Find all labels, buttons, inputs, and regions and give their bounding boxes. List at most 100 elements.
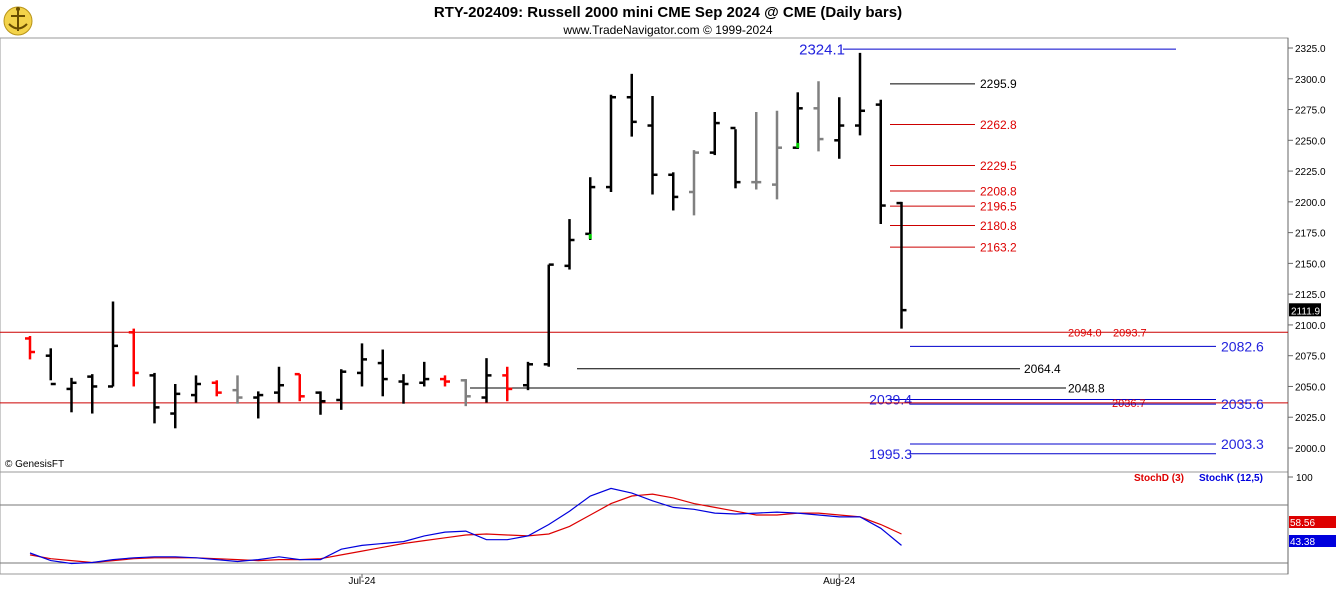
level-label-2093.7: 2093.7 (1113, 328, 1147, 340)
ohlc-bar (336, 369, 347, 410)
ohlc-bar (87, 374, 98, 414)
level-label-2163.2: 2163.2 (980, 240, 1017, 254)
level-label-2295.9: 2295.9 (980, 77, 1017, 91)
chart-title: RTY-202409: Russell 2000 mini CME Sep 20… (434, 4, 902, 21)
stochK-value-box (1289, 535, 1336, 547)
last-price-label: 2111.9 (1289, 303, 1321, 317)
ohlc-bar (25, 336, 35, 360)
green-marker (588, 234, 592, 239)
level-label-2180.8: 2180.8 (980, 219, 1017, 233)
ohlc-bar (45, 348, 56, 386)
stoch-line-k (29, 487, 902, 565)
price-tick-label: 2050.0 (1295, 382, 1326, 393)
stochD-value: 58.56 (1290, 518, 1315, 529)
stoch-lines (29, 487, 902, 565)
level-label-2082.6: 2082.6 (1221, 338, 1264, 354)
legend-stochD: StochD (3) (1134, 473, 1184, 484)
price-tick-label: 2325.0 (1295, 44, 1326, 55)
level-label-2003.3: 2003.3 (1221, 436, 1264, 452)
level-label-2048.8: 2048.8 (1068, 381, 1105, 395)
price-tick-label: 2125.0 (1295, 290, 1326, 301)
level-label-2262.8: 2262.8 (980, 118, 1017, 132)
ohlc-bar (398, 374, 409, 404)
chart-subtitle: www.TradeNavigator.com © 1999-2024 (562, 23, 772, 37)
copyright-mark: © GenesisFT (5, 459, 64, 470)
price-tick-label: 2250.0 (1295, 136, 1326, 147)
ohlc-bar (834, 97, 845, 159)
ohlc-bar (875, 99, 886, 224)
level-label-2035.6: 2035.6 (1221, 396, 1264, 412)
price-tick-label: 2175.0 (1295, 229, 1326, 240)
ohlc-bar (315, 391, 326, 415)
ohlc-bar (523, 361, 533, 391)
ohlc-bar (502, 366, 513, 402)
ohlc-bar (66, 377, 77, 413)
ohlc-bar (543, 263, 554, 367)
ohlc-bar (170, 384, 181, 429)
ohlc-bar (191, 375, 201, 403)
ohlc-bar (128, 328, 139, 387)
price-tick-label: 2275.0 (1295, 106, 1326, 117)
ohlc-bar (668, 172, 679, 211)
x-tick-label: Jul-24 (348, 576, 376, 587)
price-tick-label: 2150.0 (1295, 259, 1326, 270)
legend-stochK: StochK (12,5) (1199, 473, 1263, 484)
ohlc-bar (460, 379, 471, 407)
stoch-line-d (29, 493, 902, 564)
stochD-value-box (1289, 516, 1336, 528)
price-tick-label: 2100.0 (1295, 321, 1326, 332)
ohlc-bar (626, 73, 637, 137)
price-tick-label: 2200.0 (1295, 198, 1326, 209)
price-tick-label: 2025.0 (1295, 413, 1326, 424)
level-label-2229.5: 2229.5 (980, 159, 1017, 173)
ohlc-bar (855, 52, 865, 136)
ohlc-bar (108, 301, 118, 388)
price-bars (25, 52, 907, 429)
level-label-2208.8: 2208.8 (980, 184, 1017, 198)
ohlc-bar (709, 112, 720, 156)
anchor-logo-icon (3, 6, 33, 36)
ohlc-bar (440, 375, 450, 387)
ohlc-bar (253, 391, 264, 419)
level-label-2196.5: 2196.5 (980, 199, 1017, 213)
ohlc-bar (606, 94, 616, 192)
stoch-tick-100: 100 (1296, 473, 1313, 484)
x-tick-label: Aug-24 (823, 576, 856, 587)
ohlc-bar (730, 126, 741, 189)
green-marker (796, 142, 800, 148)
ohlc-bar (274, 366, 284, 403)
ohlc-bar (149, 372, 160, 424)
price-tick-label: 2300.0 (1295, 75, 1326, 86)
price-y-axis: 2325.0 2300.0 2275.0 2250.0 2225.0 2200.0 2175… (1288, 44, 1326, 455)
ohlc-bar (647, 96, 658, 195)
ohlc-bar (564, 219, 575, 270)
price-tick-label: 2000.0 (1295, 444, 1326, 455)
x-axis: Jul-24 Aug-24 (348, 574, 856, 587)
last-price-box (1289, 303, 1321, 317)
ohlc-bar (357, 343, 367, 387)
ohlc-bar (689, 150, 699, 216)
ohlc-bar (377, 349, 388, 397)
ohlc-bar (419, 361, 430, 387)
stochK-value: 43.38 (1290, 537, 1315, 548)
ohlc-bar (585, 177, 596, 240)
ohlc-bar (896, 201, 907, 329)
ohlc-bar (232, 375, 243, 404)
ohlc-bar (792, 92, 803, 149)
level-label-2094.0: 2094.0 (1068, 327, 1102, 339)
level-label-2324.1: 2324.1 (799, 42, 845, 59)
ohlc-bar (481, 358, 492, 403)
level-label-2039.4: 2039.4 (869, 392, 912, 408)
level-label-2064.4: 2064.4 (1024, 362, 1061, 376)
ohlc-bar (772, 110, 782, 200)
price-tick-label: 2225.0 (1295, 167, 1326, 178)
ohlc-bar (751, 112, 762, 190)
level-label-1995.3: 1995.3 (869, 446, 912, 462)
ohlc-bar (294, 372, 305, 402)
last-price-value: 2111.9 (1291, 306, 1321, 317)
price-tick-label: 2075.0 (1295, 352, 1326, 363)
